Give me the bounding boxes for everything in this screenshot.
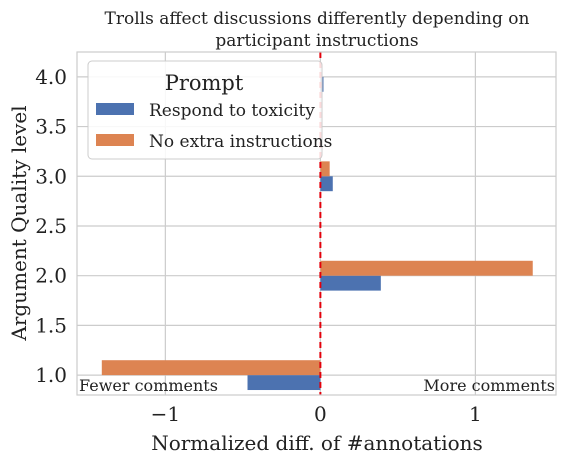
legend-swatch-no-extra-instructions [96, 134, 134, 146]
legend: Prompt Respond to toxicity No extra inst… [87, 60, 332, 160]
legend-box [87, 60, 323, 160]
legend-label-no-extra-instructions: No extra instructions [149, 132, 332, 152]
annotation-fewer-comments: Fewer comments [79, 376, 218, 395]
legend-swatch-respond-to-toxicity [96, 103, 134, 115]
chart-title-line-1: Trolls affect discussions differently de… [105, 9, 530, 29]
bar [320, 176, 333, 192]
x-tick-labels: −1 0 1 [151, 402, 482, 426]
x-tick-label: 1 [469, 402, 482, 426]
bar [320, 260, 533, 276]
y-tick-label: 2.0 [35, 264, 67, 288]
y-tick-label: 1.5 [35, 313, 67, 337]
x-tick-label: 0 [314, 402, 327, 426]
y-tick-label: 3.0 [35, 164, 67, 188]
x-axis-label: Normalized diff. of #annotations [151, 431, 483, 455]
y-tick-label: 3.5 [35, 115, 67, 139]
plot-frame [76, 51, 557, 396]
y-axis-label: Argument Quality level [7, 105, 31, 341]
bar [320, 161, 330, 177]
y-tick-labels: 1.0 1.5 2.0 2.5 3.0 3.5 4.0 [35, 65, 67, 387]
bar-group [101, 76, 533, 391]
y-tick-label: 4.0 [35, 65, 67, 89]
legend-title: Prompt [165, 71, 244, 95]
bar [101, 360, 321, 376]
x-tick-label: −1 [151, 402, 180, 426]
y-tick-label: 1.0 [35, 363, 67, 387]
annotation-more-comments: More comments [423, 376, 555, 395]
chart-title-line-2: participant instructions [215, 31, 418, 51]
bar [320, 275, 381, 291]
legend-label-respond-to-toxicity: Respond to toxicity [149, 101, 315, 121]
bar [247, 375, 321, 391]
y-tick-label: 2.5 [35, 214, 67, 238]
